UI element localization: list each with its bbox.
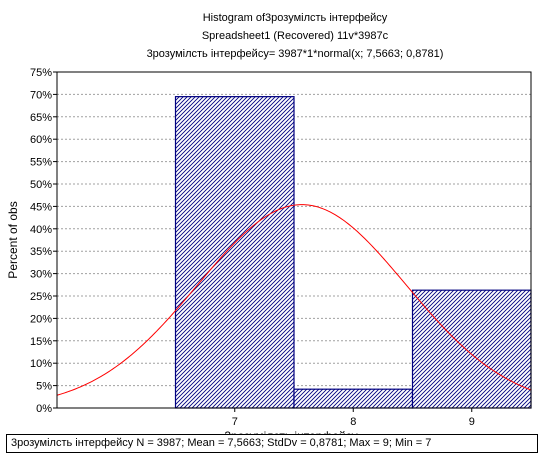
y-tick-label: 20% xyxy=(30,313,52,325)
x-axis-ticks: 7 8 9 xyxy=(232,408,475,428)
y-tick-label: 60% xyxy=(30,134,52,146)
plot-frame xyxy=(56,71,532,409)
chart-subtitle: Spreadsheet1 (Recovered) 11v*3987c xyxy=(202,30,389,42)
y-tick-label: 40% xyxy=(30,224,52,236)
stats-legend: 3розумілсть інтерфейсу N = 3987; Mean = … xyxy=(6,434,538,453)
x-tick-label: 7 xyxy=(232,416,238,428)
x-tick-label: 9 xyxy=(469,416,475,428)
y-tick-label: 30% xyxy=(30,269,52,281)
histogram-bar-8 xyxy=(293,388,414,409)
y-tick-label: 45% xyxy=(30,201,52,213)
y-tick-label: 50% xyxy=(30,179,52,191)
chart-title: Histogram of3розумілсть інтерфейсу xyxy=(203,12,388,24)
y-tick-label: 70% xyxy=(30,89,52,101)
chart-formula: 3розумілсть інтерфейсу= 3987*1*normal(x;… xyxy=(147,48,444,60)
y-tick-label: 0% xyxy=(36,403,52,415)
y-tick-label: 55% xyxy=(30,157,52,169)
y-tick-label: 5% xyxy=(36,381,52,393)
y-tick-label: 65% xyxy=(30,112,52,124)
y-tick-label: 15% xyxy=(30,336,52,348)
y-tick-label: 35% xyxy=(30,246,52,258)
normal-fit-line xyxy=(57,204,531,396)
normal-fit-curve xyxy=(57,204,531,396)
x-tick-label: 8 xyxy=(350,416,356,428)
y-axis-ticks: 0% 5% 10% 15% 20% 25% 30% 35% 40% 45% 50% 55% 60% 65%… xyxy=(30,67,57,415)
histogram-bar-7 xyxy=(174,96,295,409)
y-tick-label: 10% xyxy=(30,358,52,370)
histogram-bar-9 xyxy=(411,289,532,409)
y-tick-label: 75% xyxy=(30,67,52,79)
histogram-bars xyxy=(174,96,532,409)
y-axis-label: Percent of obs xyxy=(6,201,20,278)
y-tick-label: 25% xyxy=(30,291,52,303)
